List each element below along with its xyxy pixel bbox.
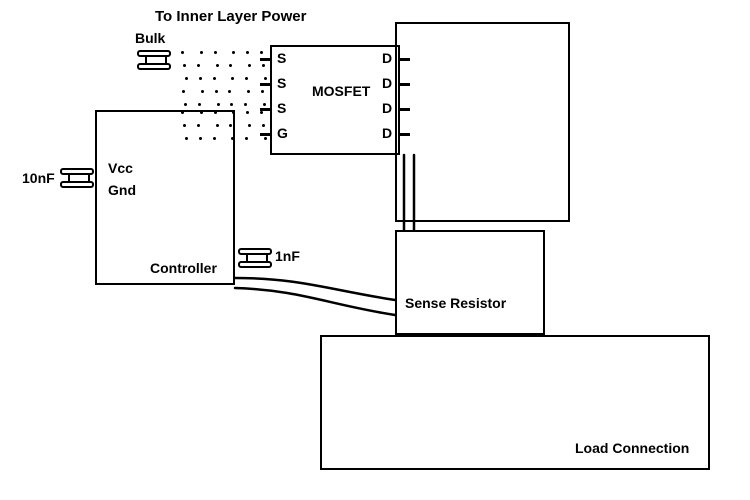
bulk-label: Bulk bbox=[135, 30, 165, 46]
thermal-via bbox=[262, 64, 265, 67]
vcc-label: Vcc bbox=[108, 160, 133, 176]
thermal-via bbox=[197, 64, 200, 67]
c2-label: 1nF bbox=[275, 248, 300, 264]
thermal-via bbox=[231, 77, 234, 80]
thermal-via bbox=[228, 90, 231, 93]
mosfet-pin-label-left-2: S bbox=[277, 100, 286, 116]
thermal-via bbox=[181, 51, 184, 54]
thermal-via bbox=[262, 124, 265, 127]
thermal-via bbox=[230, 103, 233, 106]
sense-resistor-block bbox=[395, 230, 545, 335]
thermal-via bbox=[245, 77, 248, 80]
thermal-via bbox=[201, 90, 204, 93]
power-plane-block bbox=[395, 22, 570, 222]
thermal-via bbox=[183, 64, 186, 67]
thermal-via bbox=[232, 51, 235, 54]
thermal-via bbox=[185, 77, 188, 80]
mosfet-pin-label-left-0: S bbox=[277, 50, 286, 66]
thermal-via bbox=[247, 90, 250, 93]
thermal-via bbox=[248, 124, 251, 127]
mosfet-pin-left-3 bbox=[260, 133, 270, 136]
thermal-via bbox=[229, 64, 232, 67]
thermal-via bbox=[244, 103, 247, 106]
thermal-via bbox=[215, 90, 218, 93]
thermal-via bbox=[246, 51, 249, 54]
mosfet-pin-label-right-1: D bbox=[382, 75, 392, 91]
mosfet-pin-label-right-0: D bbox=[382, 50, 392, 66]
mosfet-pin-label-left-1: S bbox=[277, 75, 286, 91]
thermal-via bbox=[246, 111, 249, 114]
mosfet-pin-left-0 bbox=[260, 58, 270, 61]
thermal-via bbox=[261, 90, 264, 93]
diagram-title: To Inner Layer Power bbox=[155, 8, 306, 25]
thermal-via bbox=[213, 77, 216, 80]
thermal-via bbox=[264, 137, 267, 140]
thermal-via bbox=[217, 103, 220, 106]
thermal-via bbox=[260, 51, 263, 54]
thermal-via bbox=[200, 51, 203, 54]
mosfet-label: MOSFET bbox=[312, 83, 370, 99]
mosfet-pin-left-1 bbox=[260, 83, 270, 86]
decoupling-cap-10nf bbox=[60, 168, 94, 188]
mosfet-pin-label-right-3: D bbox=[382, 125, 392, 141]
mosfet-pin-label-right-2: D bbox=[382, 100, 392, 116]
thermal-via bbox=[198, 103, 201, 106]
decoupling-cap-1nf bbox=[238, 248, 272, 268]
sense-resistor-label: Sense Resistor bbox=[405, 295, 506, 311]
thermal-via bbox=[216, 64, 219, 67]
mosfet-pin-label-left-3: G bbox=[277, 125, 288, 141]
controller-label: Controller bbox=[150, 260, 217, 276]
thermal-via bbox=[263, 103, 266, 106]
thermal-via bbox=[260, 111, 263, 114]
thermal-via bbox=[214, 51, 217, 54]
load-connection-label: Load Connection bbox=[575, 440, 689, 456]
mosfet-pin-left-2 bbox=[260, 108, 270, 111]
gnd-label: Gnd bbox=[108, 182, 136, 198]
thermal-via bbox=[248, 64, 251, 67]
thermal-via bbox=[264, 77, 267, 80]
bulk-capacitor bbox=[137, 50, 171, 70]
thermal-via bbox=[199, 77, 202, 80]
thermal-via bbox=[184, 103, 187, 106]
mosfet-block bbox=[270, 45, 400, 155]
thermal-via bbox=[245, 137, 248, 140]
thermal-via bbox=[182, 90, 185, 93]
c1-label: 10nF bbox=[22, 170, 55, 186]
